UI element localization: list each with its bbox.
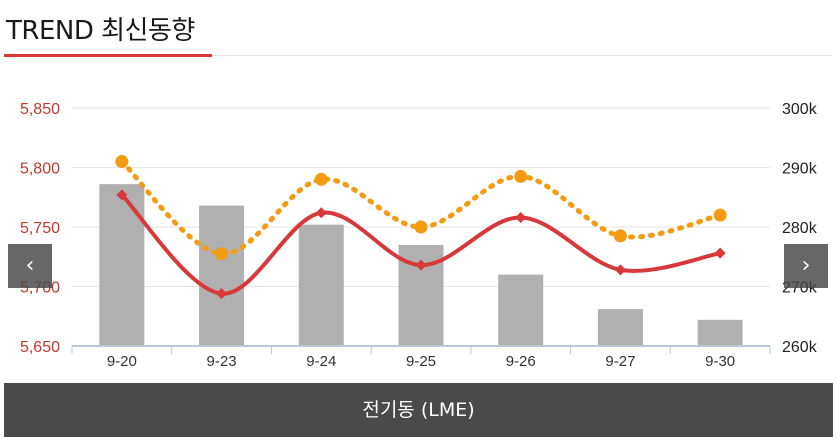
x-axis-tick-label: 9-26 (506, 353, 536, 370)
x-axis-tick-label: 9-30 (705, 353, 735, 370)
prev-button[interactable]: ‹ (8, 244, 52, 288)
next-button[interactable]: › (784, 244, 828, 288)
chevron-right-icon: › (801, 253, 811, 278)
trend-chart: 5,6505,7005,7505,8005,850260k270k280k290… (20, 101, 818, 370)
bar (697, 319, 743, 346)
solid-series-point (614, 264, 626, 276)
bar (498, 274, 544, 346)
dotted-series-point (613, 229, 627, 243)
right-axis-tick-label: 300k (782, 101, 818, 118)
bar (199, 205, 245, 346)
x-axis-tick-label: 9-20 (107, 353, 137, 370)
dotted-series-point (713, 208, 727, 222)
bar (597, 309, 643, 346)
dotted-series-point (514, 169, 528, 183)
bar (99, 184, 145, 346)
x-axis-tick-label: 9-23 (207, 353, 237, 370)
header-divider (212, 55, 832, 56)
section-header: TREND 최신동향 (0, 0, 837, 60)
solid-series-point (714, 247, 726, 259)
x-axis-tick-label: 9-25 (406, 353, 436, 370)
chevron-left-icon: ‹ (25, 253, 35, 278)
solid-series-point (415, 259, 427, 271)
dotted-series-point (215, 247, 229, 261)
left-axis-tick-label: 5,850 (20, 101, 60, 118)
left-axis-tick-label: 5,650 (20, 339, 60, 356)
dotted-series-point (314, 172, 328, 186)
title-underline (4, 54, 212, 57)
x-axis-tick-label: 9-24 (306, 353, 336, 370)
right-axis-tick-label: 290k (782, 161, 818, 178)
dotted-series-point (414, 220, 428, 234)
right-axis-tick-label: 260k (782, 339, 818, 356)
solid-series-point (216, 288, 228, 300)
right-axis-tick-label: 280k (782, 220, 818, 237)
solid-series-point (116, 189, 128, 201)
solid-series-point (315, 207, 327, 219)
left-axis-tick-label: 5,800 (20, 161, 60, 178)
page-title: TREND 최신동향 (6, 16, 195, 46)
bar (298, 224, 344, 346)
dotted-series-point (115, 155, 129, 169)
solid-series-point (515, 211, 527, 223)
metal-label: 전기동 (LME) (362, 399, 475, 421)
left-axis-tick-label: 5,750 (20, 220, 60, 237)
metal-tab-bar[interactable]: 전기동 (LME) (4, 383, 833, 437)
x-axis-tick-label: 9-27 (605, 353, 635, 370)
